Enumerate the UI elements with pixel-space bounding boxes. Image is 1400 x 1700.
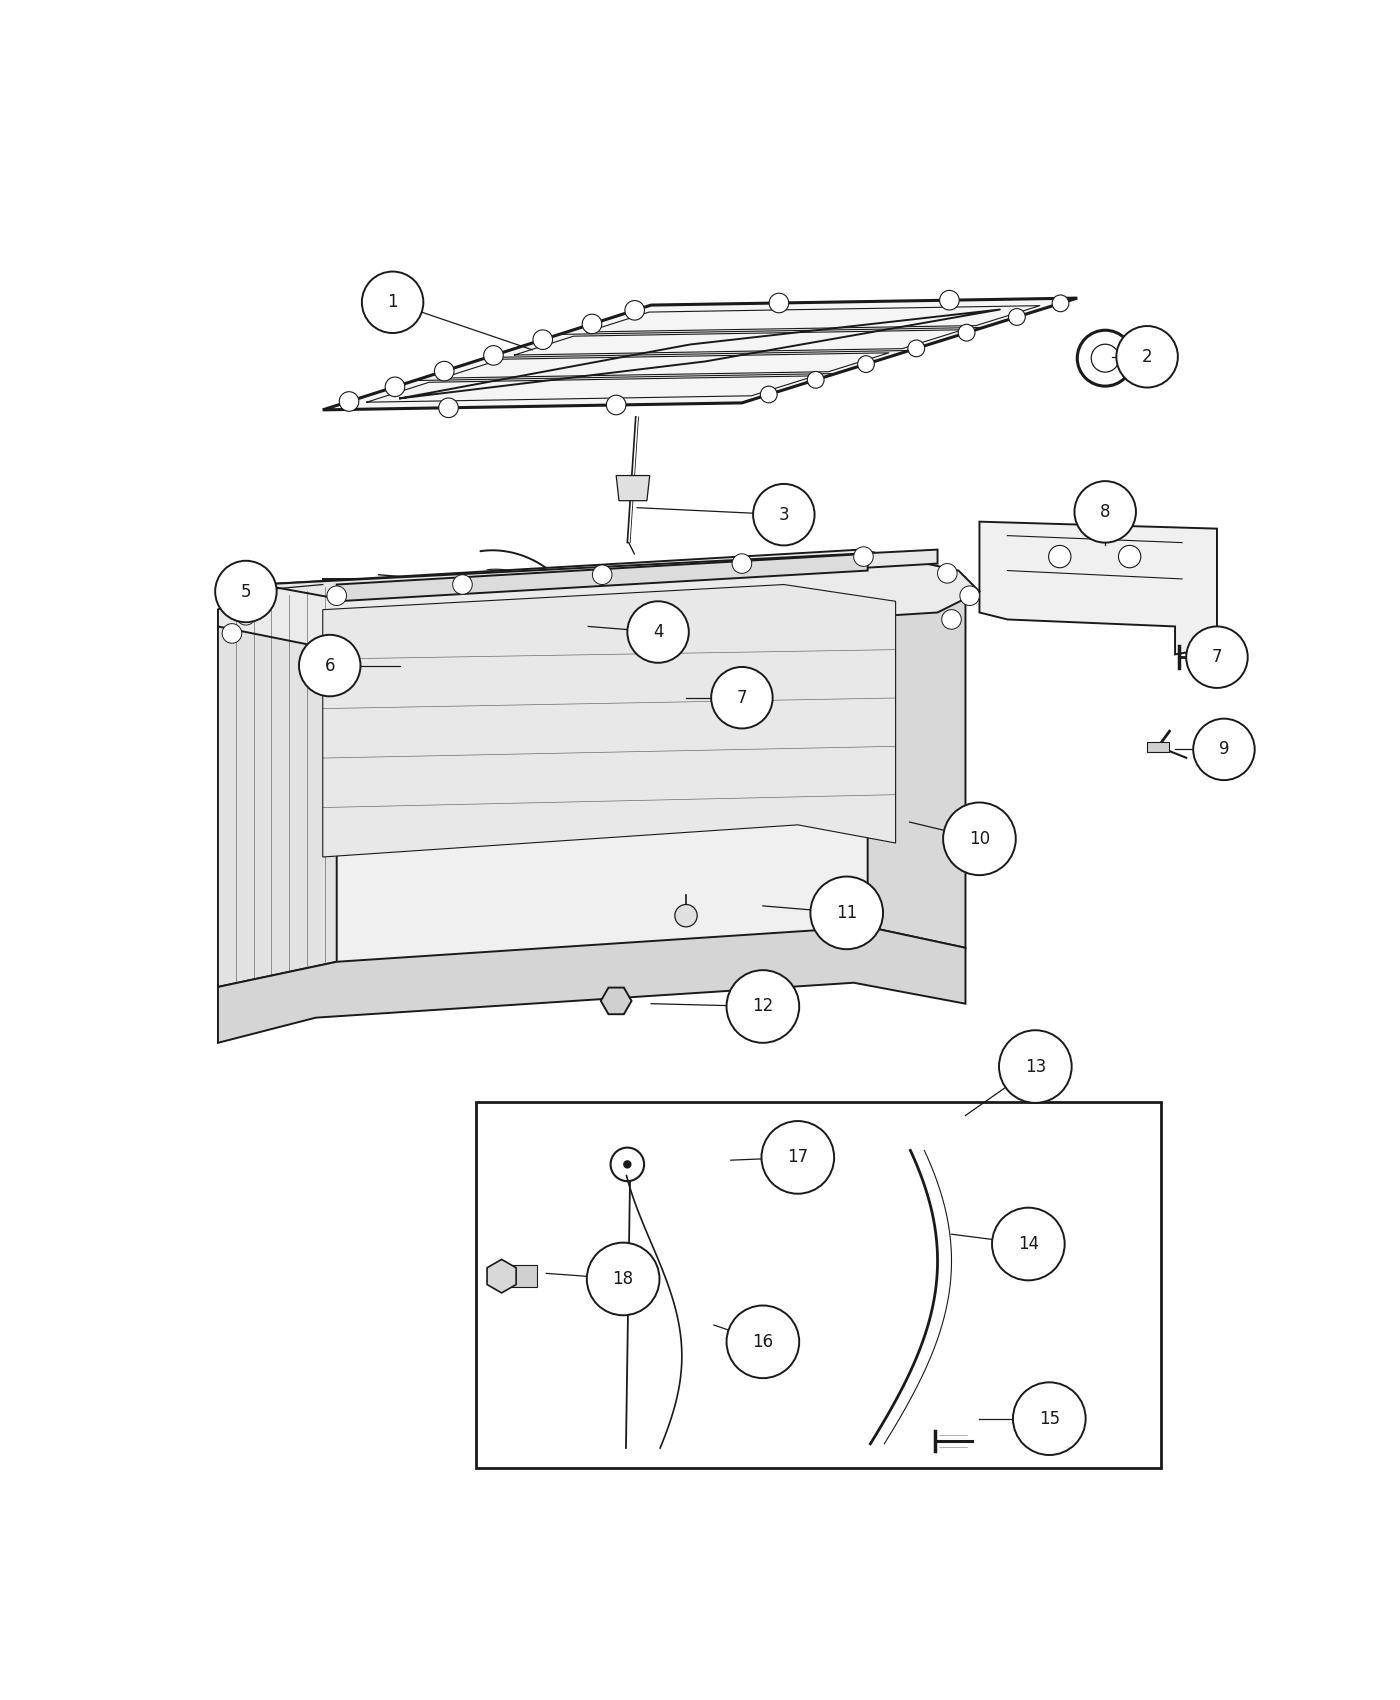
Circle shape <box>1014 1382 1085 1455</box>
Text: 16: 16 <box>752 1333 773 1352</box>
Polygon shape <box>260 568 945 969</box>
Circle shape <box>854 547 874 566</box>
Text: 10: 10 <box>969 830 990 848</box>
Polygon shape <box>323 298 1077 410</box>
Polygon shape <box>218 585 337 988</box>
Text: 5: 5 <box>241 583 251 600</box>
Circle shape <box>237 605 256 626</box>
Polygon shape <box>398 636 430 673</box>
Polygon shape <box>487 1260 517 1294</box>
Circle shape <box>606 394 626 415</box>
Circle shape <box>944 802 1016 876</box>
Circle shape <box>361 272 423 333</box>
Text: 6: 6 <box>325 656 335 675</box>
Circle shape <box>727 1306 799 1379</box>
Text: 15: 15 <box>1039 1409 1060 1428</box>
Circle shape <box>909 340 924 357</box>
Circle shape <box>484 345 503 366</box>
Circle shape <box>1074 481 1135 542</box>
Circle shape <box>623 1159 631 1168</box>
Polygon shape <box>501 1265 536 1287</box>
Circle shape <box>385 377 405 396</box>
Circle shape <box>1049 546 1071 568</box>
Text: 13: 13 <box>1025 1057 1046 1076</box>
Circle shape <box>1091 343 1119 372</box>
Text: 11: 11 <box>836 904 857 921</box>
Circle shape <box>938 564 958 583</box>
Text: 12: 12 <box>752 998 773 1015</box>
Circle shape <box>339 391 358 411</box>
Circle shape <box>769 292 788 313</box>
Circle shape <box>582 314 602 333</box>
Circle shape <box>216 561 277 622</box>
Text: 17: 17 <box>787 1149 808 1166</box>
Polygon shape <box>260 549 938 598</box>
Polygon shape <box>483 578 553 602</box>
Polygon shape <box>616 476 650 502</box>
Circle shape <box>1008 309 1025 325</box>
Polygon shape <box>218 549 980 649</box>
Circle shape <box>942 610 962 629</box>
Circle shape <box>1053 296 1068 311</box>
Circle shape <box>858 355 875 372</box>
Text: 9: 9 <box>1219 741 1229 758</box>
Circle shape <box>993 1207 1064 1280</box>
Circle shape <box>533 330 553 350</box>
Circle shape <box>711 666 773 728</box>
Circle shape <box>627 602 689 663</box>
Circle shape <box>393 663 433 702</box>
Circle shape <box>727 971 799 1042</box>
Circle shape <box>1116 326 1177 388</box>
Circle shape <box>960 586 980 605</box>
Text: 4: 4 <box>652 622 664 641</box>
Text: 2: 2 <box>1142 348 1152 366</box>
Circle shape <box>753 484 815 546</box>
Polygon shape <box>980 522 1217 654</box>
Text: 18: 18 <box>613 1270 634 1289</box>
Circle shape <box>592 564 612 585</box>
Circle shape <box>958 325 974 342</box>
Circle shape <box>223 624 242 643</box>
Circle shape <box>732 554 752 573</box>
Circle shape <box>808 372 825 388</box>
Circle shape <box>1186 626 1247 689</box>
Circle shape <box>675 904 697 927</box>
Circle shape <box>811 877 883 949</box>
Text: 3: 3 <box>778 505 790 524</box>
Circle shape <box>1119 546 1141 568</box>
Polygon shape <box>218 927 966 1042</box>
Circle shape <box>462 638 512 688</box>
Text: 1: 1 <box>388 294 398 311</box>
Circle shape <box>1193 719 1254 780</box>
Text: 14: 14 <box>1018 1234 1039 1253</box>
Polygon shape <box>323 580 378 605</box>
Circle shape <box>1077 330 1133 386</box>
Polygon shape <box>337 554 868 602</box>
Circle shape <box>300 634 360 697</box>
Circle shape <box>328 586 347 605</box>
Circle shape <box>762 1120 834 1193</box>
Polygon shape <box>601 988 631 1015</box>
Circle shape <box>452 575 472 595</box>
Circle shape <box>587 1243 659 1316</box>
Circle shape <box>610 1148 644 1181</box>
Polygon shape <box>868 554 966 949</box>
Circle shape <box>434 362 454 381</box>
FancyBboxPatch shape <box>476 1102 1161 1467</box>
Circle shape <box>760 386 777 403</box>
Circle shape <box>624 301 644 320</box>
Polygon shape <box>1147 743 1169 751</box>
Circle shape <box>438 398 458 418</box>
Text: 8: 8 <box>1100 503 1110 520</box>
Text: 7: 7 <box>736 688 748 707</box>
Polygon shape <box>323 585 896 857</box>
Circle shape <box>1000 1030 1071 1103</box>
Circle shape <box>939 291 959 309</box>
Text: 7: 7 <box>1212 648 1222 666</box>
